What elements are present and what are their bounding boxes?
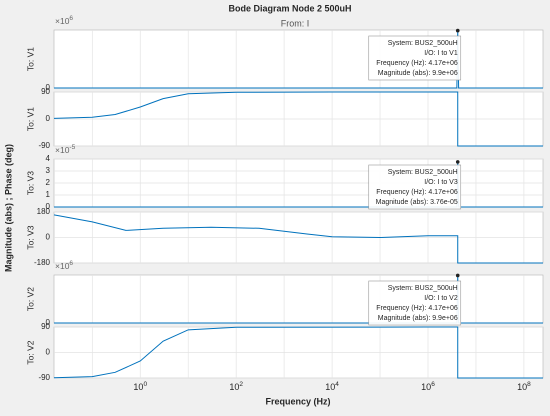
series-line	[53, 91, 543, 147]
series-line	[53, 326, 543, 379]
y-tick-label: 4	[46, 154, 51, 163]
y-tick-label: 0	[46, 83, 51, 92]
y-tick-label: 0	[46, 202, 51, 211]
chart-title: Bode Diagram Node 2 500uH	[228, 3, 351, 13]
series-line	[54, 30, 543, 89]
x-tick-label: 104	[325, 381, 339, 393]
x-tick-exponent: 8	[527, 381, 531, 388]
y-tick-label: 90	[41, 322, 50, 331]
panel-y-label: To: V3	[25, 225, 35, 249]
x-tick-label: 108	[517, 381, 531, 393]
datatip-text: I/O: I to V3	[424, 179, 458, 186]
panel-y-label: To: V2	[25, 340, 35, 364]
multiplier-exponent: 6	[69, 260, 73, 267]
y-tick-label: -90	[38, 141, 50, 150]
datatip-text: Frequency (Hz): 4.17e+06	[376, 305, 458, 312]
multiplier-base: ×10	[55, 261, 70, 271]
panel-y-label: To: V1	[25, 107, 35, 131]
x-tick-base: 10	[325, 382, 335, 392]
datatip-text: Frequency (Hz): 4.17e+06	[376, 60, 458, 67]
x-axis-label: Frequency (Hz)	[265, 396, 330, 406]
x-tick-base: 10	[421, 382, 431, 392]
datatip-text: I/O: I to V1	[424, 50, 458, 57]
x-tick-exponent: 0	[143, 381, 147, 388]
y-tick-label: 0	[46, 114, 51, 123]
axis-multiplier: ×10-5	[55, 144, 76, 156]
y-tick-label: 1	[46, 190, 51, 199]
y-tick-label: 2	[46, 178, 51, 187]
multiplier-exponent: -5	[69, 144, 75, 151]
y-tick-label: 3	[46, 166, 51, 175]
chart-subtitle: From: I	[281, 18, 310, 28]
y-axis-label: Magnitude (abs) ; Phase (deg)	[3, 144, 13, 272]
datatip-box	[368, 164, 462, 210]
y-tick-label: 0	[46, 318, 51, 327]
multiplier-exponent: 6	[69, 15, 73, 22]
datatip-text: System: BUS2_500uH	[388, 285, 458, 292]
panel	[53, 29, 544, 89]
x-tick-label: 102	[229, 381, 243, 393]
y-tick-label: 0	[46, 348, 51, 357]
datatip-marker	[455, 273, 460, 278]
x-tick-base: 10	[229, 382, 239, 392]
x-tick-base: 10	[517, 382, 527, 392]
panel-y-label: To: V1	[25, 47, 35, 71]
datatip-text: I/O: I to V2	[424, 295, 458, 302]
datatip-box	[368, 35, 462, 81]
datatip-text: Magnitude (abs): 9.9e+06	[378, 70, 458, 77]
datatip-text: System: BUS2_500uH	[388, 40, 458, 47]
axis-multiplier: ×106	[55, 260, 73, 272]
datatip-text: Magnitude (abs): 3.76e-05	[376, 199, 458, 206]
x-tick-exponent: 6	[431, 381, 435, 388]
panel	[53, 274, 544, 324]
datatip-text: Magnitude (abs): 9.9e+06	[378, 315, 458, 322]
panel-y-label: To: V2	[25, 287, 35, 311]
datatip-marker	[455, 28, 460, 33]
y-tick-label: -90	[38, 373, 50, 382]
y-tick-label: 180	[37, 207, 51, 216]
y-tick-label: 0	[46, 233, 51, 242]
x-tick-label: 100	[133, 381, 147, 393]
x-tick-base: 10	[133, 382, 143, 392]
x-tick-label: 106	[421, 381, 435, 393]
multiplier-base: ×10	[55, 145, 70, 155]
multiplier-base: ×10	[55, 16, 70, 26]
datatip-text: Frequency (Hz): 4.17e+06	[376, 189, 458, 196]
x-tick-exponent: 4	[335, 381, 339, 388]
x-tick-exponent: 2	[239, 381, 243, 388]
datatip-box	[368, 280, 462, 326]
datatip-text: System: BUS2_500uH	[388, 169, 458, 176]
datatip-marker	[455, 160, 460, 164]
axis-multiplier: ×106	[55, 15, 73, 27]
y-tick-label: 90	[41, 87, 50, 96]
y-tick-label: -180	[34, 258, 51, 267]
panel-y-label: To: V3	[25, 171, 35, 195]
series-line	[53, 214, 543, 264]
